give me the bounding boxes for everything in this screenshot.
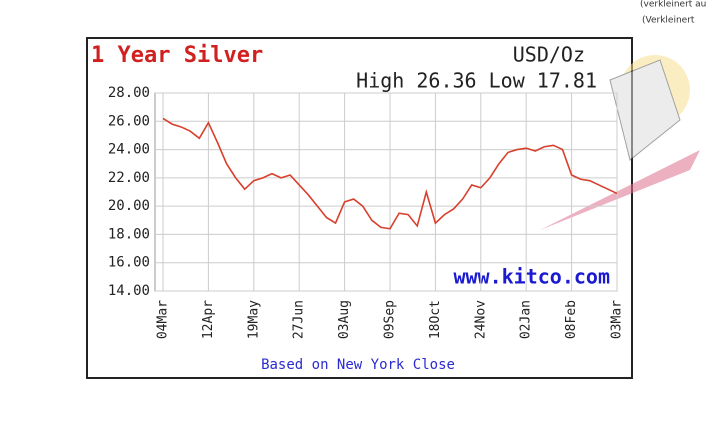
price-line [162, 117, 618, 230]
x-tick-label: 27Jun [292, 300, 307, 339]
caption: (verkleinert au [640, 0, 706, 10]
x-tick-label: 09Sep [383, 300, 398, 339]
x-tick-label: 03Mar [610, 300, 625, 339]
y-tick-label: 14.00 [108, 283, 150, 299]
y-tick-label: 26.00 [108, 113, 150, 129]
y-tick-label: 18.00 [108, 226, 150, 242]
watermark: www.kitco.com [453, 265, 610, 289]
caption: (Verkleinert [642, 16, 695, 26]
x-tick-label: 03Aug [337, 300, 352, 339]
x-tick-label: 19May [246, 300, 261, 339]
x-tick-label: 08Feb [564, 300, 579, 339]
y-tick-label: 24.00 [108, 142, 150, 158]
chart-title: 1 Year Silver [91, 43, 263, 68]
x-tick-label: 18Oct [428, 300, 443, 339]
subtitle: USD/Oz [513, 43, 585, 67]
plot-area [154, 92, 618, 292]
x-tick-label: 12Apr [201, 300, 216, 339]
y-tick-label: 16.00 [108, 255, 150, 271]
y-tick-label: 28.00 [108, 85, 150, 101]
annotation: High 26.36 Low 17.81 [356, 69, 597, 93]
footer: Based on New York Close [261, 357, 455, 373]
x-tick-label: 04Mar [156, 300, 171, 339]
y-tick-label: 22.00 [108, 170, 150, 186]
y-tick-label: 20.00 [108, 198, 150, 214]
sun-decoration [540, 55, 700, 230]
x-tick-label: 24Nov [473, 300, 488, 339]
x-tick-label: 02Jan [519, 300, 534, 339]
